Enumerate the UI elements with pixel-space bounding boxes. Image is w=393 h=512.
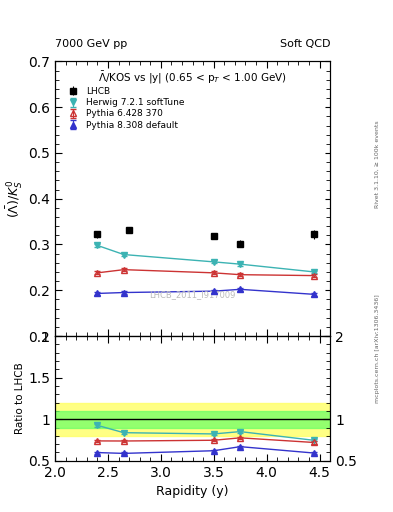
- Bar: [55, 402, 330, 436]
- Text: $\bar{\Lambda}$/KOS vs |y| (0.65 < p$_T$ < 1.00 GeV): $\bar{\Lambda}$/KOS vs |y| (0.65 < p$_T$…: [98, 70, 287, 86]
- X-axis label: Rapidity (y): Rapidity (y): [156, 485, 229, 498]
- Y-axis label: $\bar{(\Lambda)}/K^0_S$: $\bar{(\Lambda)}/K^0_S$: [6, 179, 26, 218]
- Text: mcplots.cern.ch [arXiv:1306.3436]: mcplots.cern.ch [arXiv:1306.3436]: [375, 294, 380, 402]
- Text: Rivet 3.1.10, ≥ 100k events: Rivet 3.1.10, ≥ 100k events: [375, 120, 380, 208]
- Text: 7000 GeV pp: 7000 GeV pp: [55, 38, 127, 49]
- Text: LHCB_2011_I917009: LHCB_2011_I917009: [149, 290, 236, 300]
- Bar: [55, 411, 330, 428]
- Legend: LHCB, Herwig 7.2.1 softTune, Pythia 6.428 370, Pythia 8.308 default: LHCB, Herwig 7.2.1 softTune, Pythia 6.42…: [62, 85, 186, 132]
- Text: Soft QCD: Soft QCD: [280, 38, 330, 49]
- Y-axis label: Ratio to LHCB: Ratio to LHCB: [15, 362, 26, 434]
